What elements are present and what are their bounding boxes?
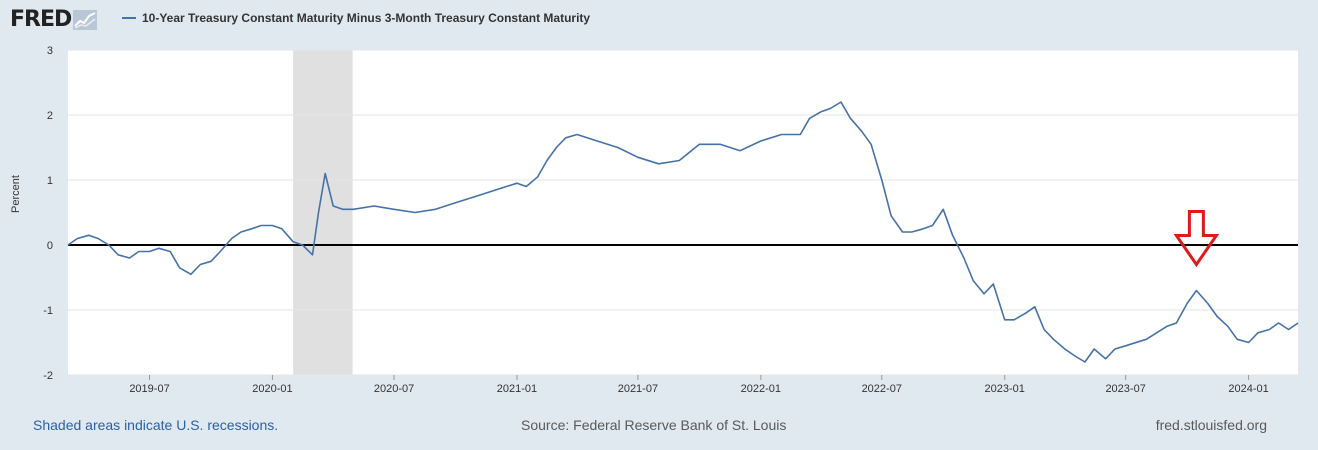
x-tick-label: 2022-01	[741, 383, 781, 395]
recession-note: Shaded areas indicate U.S. recessions.	[33, 417, 279, 433]
x-tick-label: 2024-01	[1228, 383, 1268, 395]
series-line[interactable]	[67, 101, 1299, 363]
plot-area	[68, 50, 1298, 375]
site-link[interactable]: fred.stlouisfed.org	[1155, 417, 1267, 433]
legend-label: 10-Year Treasury Constant Maturity Minus…	[142, 11, 591, 25]
y-tick-label: 3	[47, 45, 53, 57]
legend-swatch	[122, 17, 136, 19]
x-tick-label: 2021-07	[618, 383, 658, 395]
down-arrow-marker	[1173, 210, 1220, 268]
recession-band	[293, 50, 353, 375]
y-tick-label: -2	[43, 370, 53, 382]
fred-logo-text: FRED	[10, 7, 72, 32]
x-tick-label: 2020-07	[374, 383, 414, 395]
chart-header: FRED 10-Year Treasury Constant Maturity …	[0, 0, 1318, 40]
mini-chart-icon	[73, 10, 98, 30]
source-text: Source: Federal Reserve Bank of St. Loui…	[521, 417, 787, 433]
y-tick-label: 1	[47, 175, 53, 187]
x-tick-label: 2020-01	[252, 383, 292, 395]
x-tick-label: 2023-01	[985, 383, 1025, 395]
x-tick-label: 2023-07	[1105, 383, 1145, 395]
chart-legend[interactable]: 10-Year Treasury Constant Maturity Minus…	[122, 11, 590, 25]
y-tick-label: 2	[47, 110, 53, 122]
x-tick-label: 2022-07	[862, 383, 902, 395]
line-chart[interactable]: 3 2 1 0 -1 -2 2019-07 2020-01 2020-07 2021-01 2021…	[0, 0, 1318, 410]
x-tick-label: 2021-01	[497, 383, 537, 395]
x-tick-label: 2019-07	[129, 383, 169, 395]
y-tick-label: -1	[43, 305, 53, 317]
fred-logo[interactable]: FRED	[10, 6, 98, 34]
y-tick-label: 0	[47, 240, 53, 252]
